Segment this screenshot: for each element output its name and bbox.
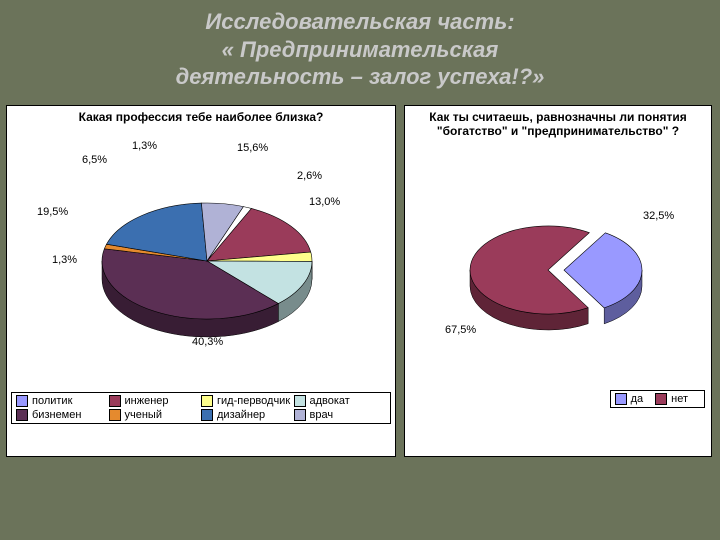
legend-label: дизайнер [217,409,265,421]
legend-swatch [109,409,121,421]
legend-swatch [655,393,667,405]
chart-right-legend: да нет [610,390,705,408]
legend-item: гид-перводчик [201,395,294,407]
pie-data-label: 40,3% [192,336,223,348]
legend-item: адвокат [294,395,387,407]
charts-row: Какая профессия тебе наиболее близка? 15… [0,105,720,457]
legend-label: бизнемен [32,409,81,421]
pie-data-label: 19,5% [37,206,68,218]
legend-item: инженер [109,395,202,407]
pie-data-label: 32,5% [643,210,674,222]
chart-left-legend: политик инженер гид-перводчик адвокат бизнем… [11,392,391,424]
legend-label: адвокат [310,395,350,407]
pie-data-label: 1,3% [52,254,77,266]
pie-data-label: 2,6% [297,170,322,182]
legend-item: нет [655,393,688,405]
legend-item: дизайнер [201,409,294,421]
legend-label: политик [32,395,72,407]
legend-swatch [615,393,627,405]
legend-swatch [201,395,213,407]
legend-label: да [631,393,644,405]
legend-item: врач [294,409,387,421]
pie-data-label: 13,0% [309,196,340,208]
chart-left-title: Какая профессия тебе наиболее близка? [7,106,395,126]
pie-data-label: 1,3% [132,140,157,152]
title-line-1: Исследовательская часть: [205,9,514,34]
chart-left-plot: 15,6% 2,6% 13,0% 40,3% 1,3% 19,5% 6,5% 1,3% [7,126,395,388]
legend-item: ученый [109,409,202,421]
legend-label: инженер [125,395,169,407]
legend-swatch [201,409,213,421]
legend-swatch [294,409,306,421]
legend-label: гид-перводчик [217,395,290,407]
legend-swatch [16,409,28,421]
pie-data-label: 67,5% [445,324,476,336]
legend-label: ученый [125,409,162,421]
legend-item: бизнемен [16,409,109,421]
legend-swatch [109,395,121,407]
legend-item: да [615,393,644,405]
chart-right-title: Как ты считаешь, равнозначны ли понятия … [405,106,711,140]
pie-data-label: 15,6% [237,142,268,154]
pie-data-label: 6,5% [82,154,107,166]
legend-swatch [294,395,306,407]
chart-panel-left: Какая профессия тебе наиболее близка? 15… [6,105,396,457]
chart-panel-right: Как ты считаешь, равнозначны ли понятия … [404,105,712,457]
title-line-2: « Предпринимательская [222,37,499,62]
legend-label: врач [310,409,334,421]
legend-item: политик [16,395,109,407]
legend-swatch [16,395,28,407]
page-title: Исследовательская часть: « Предпринимате… [0,0,720,97]
title-line-3: деятельность – залог успеха!?» [176,64,545,89]
legend-label: нет [671,393,688,405]
chart-right-plot: 32,5% 67,5% [405,140,711,386]
